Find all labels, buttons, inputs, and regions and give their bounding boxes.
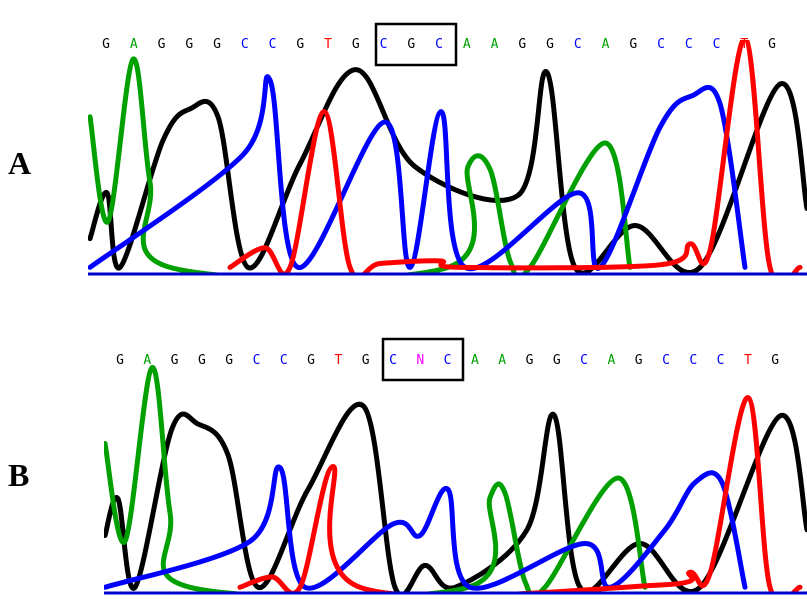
base-call-24: T: [740, 37, 748, 52]
panel-b: B G A G G G C C G T G C N C A A G G C A G C C C T G: [8, 337, 807, 595]
base-call-19: A: [602, 37, 610, 52]
base-call-5: G: [213, 37, 221, 52]
highlight-box-b: [381, 337, 465, 382]
panel-label-b: B: [8, 457, 29, 493]
base-call-14: A: [471, 353, 479, 368]
base-call-1: G: [102, 37, 110, 52]
base-call-12: G: [407, 37, 415, 52]
trace-t-panel-a: [227, 40, 803, 275]
base-call-7: C: [280, 353, 288, 368]
base-call-15: A: [491, 37, 499, 52]
trace-g-panel-b: [104, 401, 807, 594]
base-call-3: G: [158, 37, 166, 52]
base-call-12: N: [416, 353, 424, 368]
base-call-16: G: [518, 37, 526, 52]
base-call-3: G: [171, 353, 179, 368]
base-call-14: A: [463, 37, 471, 52]
base-call-10: G: [362, 353, 370, 368]
base-call-22: C: [689, 353, 697, 368]
base-call-23: C: [713, 37, 721, 52]
trace-t-panel-b: [237, 394, 803, 594]
base-call-9: T: [324, 37, 332, 52]
base-call-7: C: [269, 37, 277, 52]
base-call-13: C: [435, 37, 443, 52]
base-call-13: C: [444, 353, 452, 368]
base-call-8: G: [296, 37, 304, 52]
base-call-16: G: [526, 353, 534, 368]
base-call-22: C: [685, 37, 693, 52]
base-call-20: G: [635, 353, 643, 368]
base-call-17: G: [553, 353, 561, 368]
base-call-11: C: [389, 353, 397, 368]
trace-c-panel-b: [104, 464, 748, 591]
base-call-10: G: [352, 37, 360, 52]
base-call-1: G: [116, 353, 124, 368]
base-call-17: G: [546, 37, 554, 52]
base-call-5: G: [225, 353, 233, 368]
trace-a-panel-b: [104, 365, 648, 594]
base-call-20: G: [629, 37, 637, 52]
base-call-4: G: [185, 37, 193, 52]
base-call-8: G: [307, 353, 315, 368]
base-call-2: A: [130, 37, 138, 52]
base-call-4: G: [198, 353, 206, 368]
base-call-21: C: [657, 37, 665, 52]
base-call-6: C: [241, 37, 249, 52]
base-call-6: C: [253, 353, 261, 368]
base-call-2: A: [143, 353, 151, 368]
panel-label-a: A: [8, 145, 31, 181]
base-call-23: C: [717, 353, 725, 368]
base-call-18: C: [580, 353, 588, 368]
base-call-15: A: [498, 353, 506, 368]
trace-group-a: [88, 40, 807, 275]
base-call-25: G: [768, 37, 776, 52]
trace-c-panel-a: [88, 74, 748, 272]
trace-group-b: [104, 365, 807, 594]
base-call-24: T: [744, 353, 752, 368]
base-call-25: G: [771, 353, 779, 368]
base-call-19: A: [607, 353, 615, 368]
base-call-21: C: [662, 353, 670, 368]
base-call-18: C: [574, 37, 582, 52]
base-call-9: T: [334, 353, 342, 368]
base-call-11: C: [380, 37, 388, 52]
panel-a: A G A G G G C C G T G C G C A A G G C A G C C C T G: [8, 22, 807, 276]
highlight-box-a: [374, 22, 458, 67]
